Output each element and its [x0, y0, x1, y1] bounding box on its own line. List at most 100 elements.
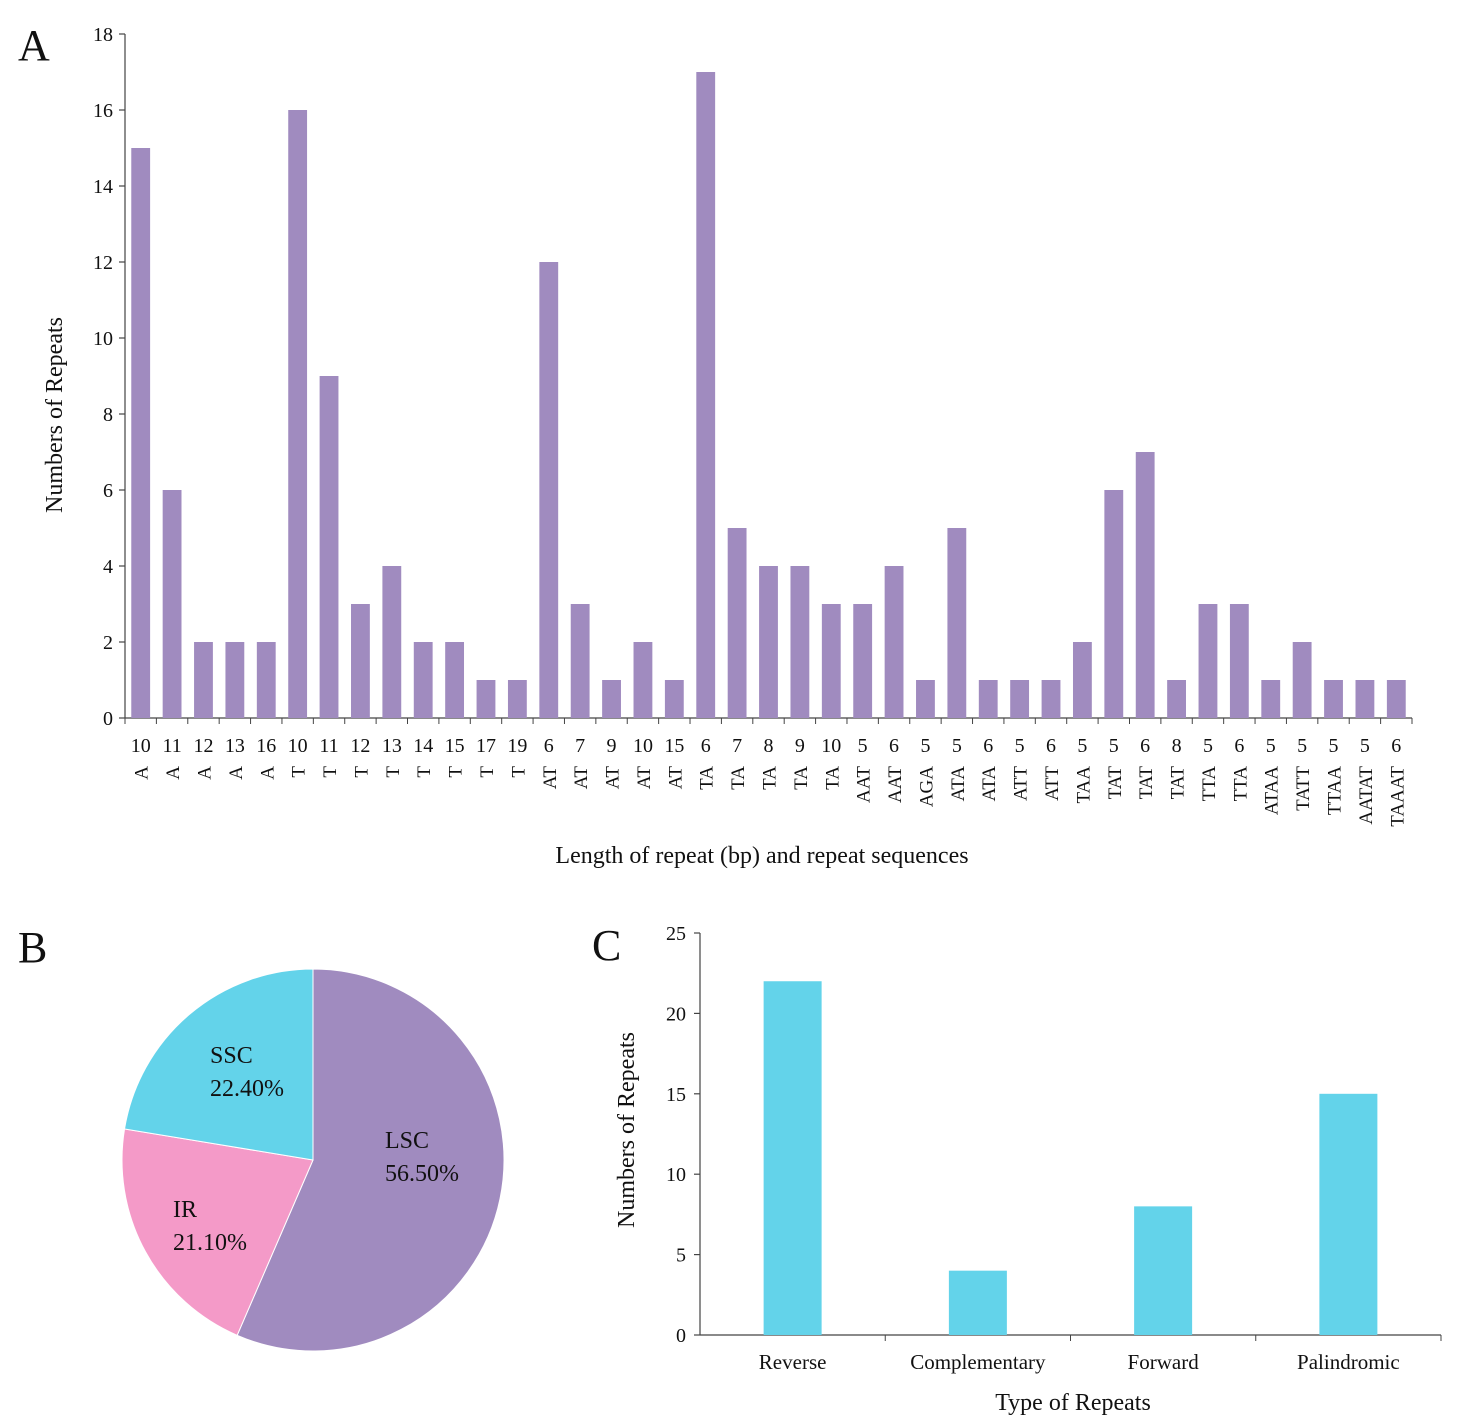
panel-a-x-sequence-label: TTA	[1230, 766, 1251, 802]
panel-a-x-length-label: 13	[225, 735, 245, 757]
panel-a-x-axis-title: Length of repeat (bp) and repeat sequenc…	[555, 843, 968, 869]
panel-a-bar	[1072, 642, 1092, 718]
panel-a-y-tick-label: 0	[103, 708, 113, 730]
panel-c-x-tick-label: Palindromic	[1297, 1350, 1400, 1374]
panel-a-x-sequence-label: A	[163, 766, 184, 780]
panel-a-bar	[1292, 642, 1312, 718]
panel-a-bar	[1324, 680, 1343, 718]
panel-a-bar	[413, 642, 433, 718]
pie-value-lsc: 56.50%	[385, 1161, 459, 1187]
pie-value-ssc: 22.40%	[210, 1076, 284, 1102]
panel-a-x-length-label: 7	[732, 735, 742, 757]
panel-a-x-length-label: 10	[131, 735, 151, 757]
panel-a-bar	[131, 148, 151, 718]
panel-a-bar	[1010, 680, 1030, 718]
panel-a-x-length-label: 5	[858, 735, 868, 757]
panel-a-x-sequence-label: ATT	[1011, 766, 1032, 801]
pie-value-ir: 21.10%	[173, 1230, 247, 1256]
panel-a-bar	[1135, 452, 1155, 718]
panel-a-y-tick-label: 14	[93, 176, 113, 198]
panel-a-y-axis-title: Numbers of Repeats	[42, 317, 68, 513]
panel-a-x-length-label: 7	[575, 735, 585, 757]
panel-a-x-length-label: 5	[1266, 735, 1276, 757]
panel-a-bar	[319, 376, 339, 718]
panel-a-bar	[884, 566, 904, 718]
panel-a-y-tick-label: 8	[103, 404, 113, 426]
panel-a-bar	[633, 642, 653, 718]
panel-a-x-length-label: 5	[1109, 735, 1119, 757]
panel-a-x-length-label: 14	[413, 735, 433, 757]
panel-a-x-sequence-label: AAT	[885, 766, 906, 803]
panel-b: B LSC 56.50% IR 21.10% SSC 22.40%	[18, 923, 505, 1352]
panel-c: C 0 5 10 15 20 25 Reverse Complementary Forward…	[592, 921, 1442, 1416]
panel-a-x-length-label: 5	[920, 735, 930, 757]
panel-a-x-length-label: 5	[1077, 735, 1087, 757]
panel-a-x-length-label: 12	[350, 735, 370, 757]
panel-a-x-sequence-label: A	[257, 766, 278, 780]
panel-a-x-sequence-label: TA	[791, 766, 812, 790]
panel-a-y-tick-label: 16	[93, 100, 113, 122]
panel-a-bar	[759, 566, 778, 718]
panel-a-bar	[351, 604, 370, 718]
panel-a-x-sequence-label: AAT	[854, 766, 875, 803]
panel-c-y-tick-label: 15	[666, 1084, 686, 1106]
panel-a-bar	[507, 680, 527, 718]
panel-c-y-tick-label: 0	[676, 1325, 686, 1347]
pie-label-ssc: SSC	[210, 1043, 253, 1069]
panel-a-bar	[1167, 680, 1186, 718]
panel-a-x-length-label: 10	[821, 735, 841, 757]
panel-a-x-sequence-label: TAA	[1073, 766, 1094, 804]
panel-a-x-length-label: 6	[701, 735, 711, 757]
panel-a-x-length-label: 15	[445, 735, 465, 757]
panel-a-y-tick-label: 10	[93, 328, 113, 350]
panel-a-y-tick-label: 2	[103, 632, 113, 654]
pie-slice-ir	[121, 1128, 314, 1336]
panel-a-x-length-label: 10	[633, 735, 653, 757]
panel-a-x-sequence-label: TA	[697, 766, 718, 790]
panel-a-x-sequence-label: T	[383, 766, 404, 778]
panel-c-y-tick-label: 20	[666, 1003, 686, 1025]
panel-a-x-sequence-label: AGA	[916, 766, 937, 807]
panel-a-bar	[1355, 680, 1375, 718]
panel-a-x-length-label: 11	[319, 735, 338, 757]
panel-a-x-sequence-label: ATA	[948, 766, 969, 802]
panel-c-letter: C	[592, 921, 621, 970]
pie-label-lsc: LSC	[385, 1128, 429, 1154]
panel-c-y-axis-title: Numbers of Repeats	[614, 1032, 640, 1228]
panel-a-x-length-label: 8	[764, 735, 774, 757]
pie-slice-ssc	[123, 968, 314, 1161]
panel-a-x-sequence-label: TA	[822, 766, 843, 790]
panel-a-x-sequence-label: AT	[571, 766, 592, 790]
panel-c-bar-palindromic	[1319, 1093, 1378, 1335]
panel-a-bar	[225, 642, 245, 718]
panel-a-x-sequence-label: T	[351, 766, 372, 778]
panel-a-x-length-label: 8	[1172, 735, 1182, 757]
panel-a-x-sequence-label: TA	[728, 766, 749, 790]
panel-b-letter: B	[18, 923, 47, 972]
panel-a-x-length-label: 6	[1140, 735, 1150, 757]
panel-a-bar	[978, 680, 998, 718]
panel-a-x-sequence-label: AATAT	[1356, 766, 1377, 825]
panel-a-x-length-label: 6	[983, 735, 993, 757]
panel-c-y-tick-label: 10	[666, 1164, 686, 1186]
panel-c-x-axis-title: Type of Repeats	[995, 1390, 1151, 1416]
panel-a-bar	[1041, 680, 1061, 718]
pie-slice-lsc	[236, 968, 505, 1352]
panel-a-x-length-label: 11	[162, 735, 181, 757]
panel-a-x-sequence-label: A	[132, 766, 153, 780]
panel-a-bar	[162, 490, 182, 718]
panel-a-x-length-label: 6	[544, 735, 554, 757]
panel-c-x-tick-label: Complementary	[910, 1350, 1046, 1374]
panel-a-x-sequence-label: TAT	[1136, 766, 1157, 800]
panel-a-x-sequence-label: AT	[634, 766, 655, 790]
panel-a-x-sequence-label: TA	[760, 766, 781, 790]
panel-a-x-sequence-label: A	[194, 766, 215, 780]
panel-a-bar	[916, 680, 935, 718]
panel-a-x-length-label: 13	[382, 735, 402, 757]
panel-a-bar	[821, 604, 841, 718]
panel-a-y-tick-label: 12	[93, 252, 113, 274]
panel-a-x-length-label: 6	[889, 735, 899, 757]
panel-a-x-length-label: 5	[1329, 735, 1339, 757]
panel-a-x-length-label: 19	[507, 735, 527, 757]
